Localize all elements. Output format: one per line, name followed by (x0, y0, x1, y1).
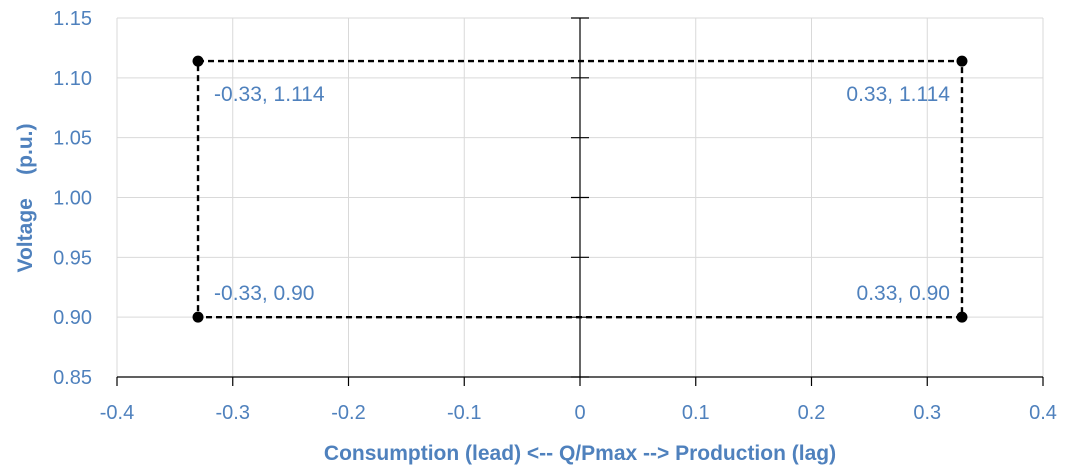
y-tick-label: 0.95 (53, 247, 92, 269)
series-boundary (192, 55, 968, 323)
data-point (192, 55, 204, 67)
y-tick-label: 1.10 (53, 68, 92, 90)
x-tick-label: -0.4 (100, 402, 134, 424)
x-tick-label: 0.3 (913, 402, 941, 424)
x-tick-label: -0.1 (447, 402, 481, 424)
data-point (192, 311, 204, 323)
y-tick-label: 1.15 (53, 8, 92, 30)
x-tick-label: -0.3 (216, 402, 250, 424)
x-tick-label: 0.2 (798, 402, 826, 424)
x-tick-label: 0 (574, 402, 585, 424)
data-label: 0.33, 0.90 (857, 282, 950, 305)
x-tick-label: -0.2 (331, 402, 365, 424)
x-tick-label: 0.1 (682, 402, 710, 424)
data-point (956, 55, 968, 67)
data-point (956, 311, 968, 323)
y-tick-label: 0.90 (53, 307, 92, 329)
y-axis-title: Voltage (p.u.) (14, 124, 37, 273)
data-label: -0.33, 0.90 (214, 282, 314, 305)
x-tick-label: 0.4 (1029, 402, 1057, 424)
axes (116, 17, 1044, 386)
x-axis-title: Consumption (lead) <-- Q/Pmax --> Produc… (324, 442, 836, 465)
data-label: 0.33, 1.114 (846, 83, 950, 106)
y-tick-label: 1.00 (53, 188, 92, 210)
y-tick-label: 1.05 (53, 128, 92, 150)
data-label: -0.33, 1.114 (214, 83, 325, 106)
labels: -0.4 -0.3 -0.2 -0.1 0 0.1 0.2 0.3 0.4 0.85 0.90 0.9… (53, 8, 1057, 424)
y-tick-label: 0.85 (53, 367, 92, 389)
